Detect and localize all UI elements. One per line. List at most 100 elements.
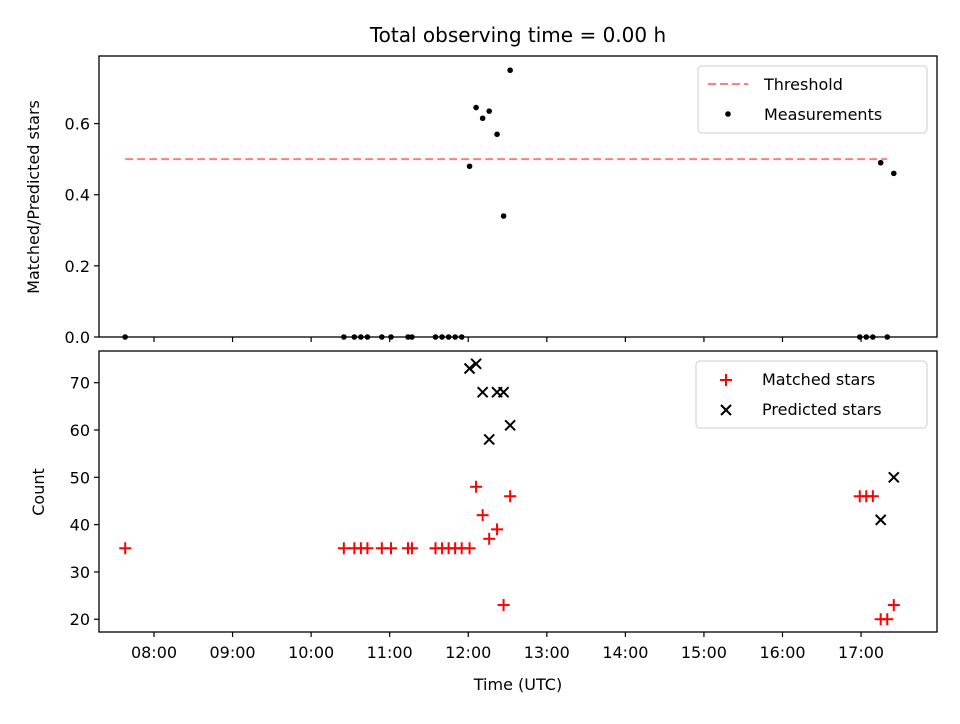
y-tick-label: 0.0 <box>65 328 90 347</box>
predicted-point <box>888 471 900 484</box>
x-tick-label: 17:00 <box>838 643 884 662</box>
y-tick-label: 50 <box>70 468 90 487</box>
y-tick-label: 40 <box>70 516 90 535</box>
legend-predicted-label: Predicted stars <box>762 400 882 419</box>
y-tick-label: 20 <box>70 610 90 629</box>
predicted-point-b <box>483 433 495 446</box>
measurement-point <box>870 334 876 340</box>
measurement-point <box>863 334 870 340</box>
y-tick-label: 60 <box>70 421 90 440</box>
x-tick-label: 13:00 <box>524 643 570 662</box>
legend-measurements-label: Measurements <box>764 105 882 124</box>
measurement-point <box>445 334 452 340</box>
matched-point <box>384 542 397 555</box>
y-tick-label: 0.2 <box>65 257 90 276</box>
measurement-point <box>379 334 385 340</box>
panel-counts: 20 30 40 50 60 70 08:00 09:00 10:00 11:00 12:00 13… <box>29 350 938 694</box>
x-ticks-top <box>153 337 862 342</box>
marks-bottom <box>119 358 900 626</box>
matched-point <box>405 542 418 555</box>
measurement-point <box>479 115 486 122</box>
legend-bottom: Matched stars Predicted stars <box>695 360 928 429</box>
x-tick-label: 09:00 <box>210 643 256 662</box>
matched-point <box>463 542 476 555</box>
predicted-point-b <box>476 386 489 398</box>
y-ticks-top: 0.0 0.2 0.4 0.6 <box>65 115 99 347</box>
measurement-point <box>458 334 465 340</box>
predicted-point-b <box>470 358 482 370</box>
y-ticks-bottom: 20 30 40 50 60 70 <box>70 374 99 629</box>
matched-point <box>483 532 496 545</box>
measurement-point <box>856 334 863 340</box>
measurement-point <box>122 334 128 340</box>
measurement-point <box>405 334 411 340</box>
measurement-point <box>494 131 500 138</box>
legend-top: Threshold Measurements <box>697 65 928 134</box>
x-tick-label: 14:00 <box>602 643 648 662</box>
x-tick-label: 15:00 <box>681 643 727 662</box>
y-tick-label: 30 <box>70 563 90 582</box>
measurement-point <box>452 334 458 340</box>
x-tick-label: 10:00 <box>288 643 334 662</box>
x-tick-label: 11:00 <box>367 643 413 662</box>
measurement-point <box>884 334 891 340</box>
matched-point <box>887 599 900 612</box>
matched-point <box>866 490 879 503</box>
measurement-point <box>473 104 479 111</box>
matched-point <box>491 523 504 536</box>
x-tick-label: 16:00 <box>759 643 805 662</box>
legend-box-bottom <box>695 360 928 429</box>
y-axis-label-bottom: Count <box>29 468 48 516</box>
x-tick-label: 12:00 <box>445 643 491 662</box>
matched-point <box>881 613 894 626</box>
matched-point <box>497 599 510 612</box>
predicted-point <box>470 358 482 370</box>
measurement-point <box>890 170 897 177</box>
matched-point <box>504 490 517 503</box>
legend-matched-label: Matched stars <box>762 370 875 389</box>
measurement-point <box>351 334 358 340</box>
measurement-point <box>439 334 445 340</box>
predicted-point <box>476 386 489 398</box>
legend-predicted-swatch <box>720 404 732 416</box>
predicted-point <box>483 433 495 446</box>
matched-point <box>119 542 132 555</box>
predicted-point-b <box>888 471 900 484</box>
measurement-point <box>466 163 473 170</box>
y-axis-label-top: Matched/Predicted stars <box>24 100 43 294</box>
measurement-point <box>432 334 439 340</box>
predicted-point-b <box>874 514 887 526</box>
x-axis-label: Time (UTC) <box>473 675 562 694</box>
legend-matched-swatch <box>720 374 732 386</box>
measurement-point <box>364 334 371 340</box>
measurement-point <box>341 334 347 340</box>
matched-point <box>361 542 374 555</box>
y-tick-label: 70 <box>70 374 90 393</box>
matched-point <box>476 509 489 522</box>
matched-point <box>470 480 483 493</box>
predicted-point <box>874 514 887 526</box>
predicted-point <box>463 362 476 375</box>
chart-title: Total observing time = 0.00 h <box>369 23 666 47</box>
measurement-point <box>388 334 394 340</box>
y-tick-label: 0.6 <box>65 115 90 134</box>
measurement-point <box>877 159 884 166</box>
legend-box-top <box>697 65 928 134</box>
matched-point <box>337 542 350 555</box>
predicted-point-b <box>463 362 476 375</box>
legend-threshold-label: Threshold <box>763 75 843 94</box>
plot-area-top <box>98 55 938 338</box>
legend-measurements-swatch <box>725 111 731 117</box>
marks-top <box>122 67 897 340</box>
predicted-point-b <box>504 419 516 431</box>
measurement-point <box>486 108 492 114</box>
measurement-point <box>409 334 415 340</box>
predicted-point <box>504 419 516 431</box>
measurement-point <box>358 334 364 340</box>
measurement-point <box>507 67 513 74</box>
x-ticks-bottom: 08:00 09:00 10:00 11:00 12:00 13:00 14:00 15:00… <box>131 632 884 662</box>
measurement-point <box>500 213 507 219</box>
plot-area-bottom <box>98 350 938 633</box>
